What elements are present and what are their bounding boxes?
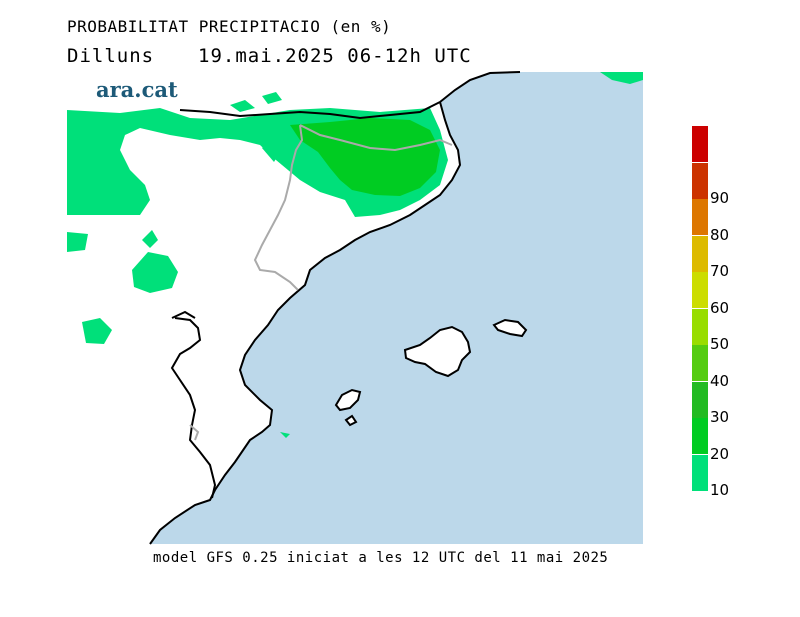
legend-label: 90	[710, 189, 730, 207]
forecast-period: 19.mai.2025 06-12h UTC	[198, 45, 472, 67]
delta-coast	[171, 310, 196, 319]
legend-swatch	[692, 162, 708, 199]
legend-label: 50	[710, 335, 730, 353]
menorca	[492, 318, 528, 338]
north-coast	[179, 101, 441, 120]
legend-swatch	[692, 454, 708, 491]
sea-area	[150, 72, 643, 544]
legend-swatch	[692, 418, 708, 454]
ara-cat-logo: ara.cat	[96, 77, 178, 102]
model-footer: model GFS 0.25 iniciat a les 12 UTC del …	[153, 550, 609, 566]
forecast-day: Dilluns	[67, 45, 155, 67]
legend-swatch	[692, 235, 708, 272]
legend-swatch	[692, 199, 708, 235]
legend-label: 10	[710, 481, 730, 499]
legend-label: 60	[710, 298, 730, 317]
border-lines	[189, 124, 453, 441]
south-coast	[170, 317, 217, 499]
legend-swatch	[692, 381, 708, 418]
legend-label: 20	[710, 444, 730, 463]
legend-label: 30	[710, 408, 730, 426]
legend-label: 40	[710, 371, 730, 390]
coastline	[149, 71, 521, 545]
ibiza	[334, 388, 362, 412]
mallorca	[403, 325, 472, 378]
islands	[334, 318, 528, 427]
legend-swatch	[692, 308, 708, 345]
formentera	[344, 414, 358, 427]
legend-label: 80	[710, 225, 730, 244]
legend-label: 70	[710, 262, 730, 280]
legend-swatch	[692, 272, 708, 308]
legend-swatch	[692, 126, 708, 162]
legend-swatch	[692, 345, 708, 381]
chart-title: PROBABILITAT PRECIPITACIO (en %)	[67, 17, 392, 36]
